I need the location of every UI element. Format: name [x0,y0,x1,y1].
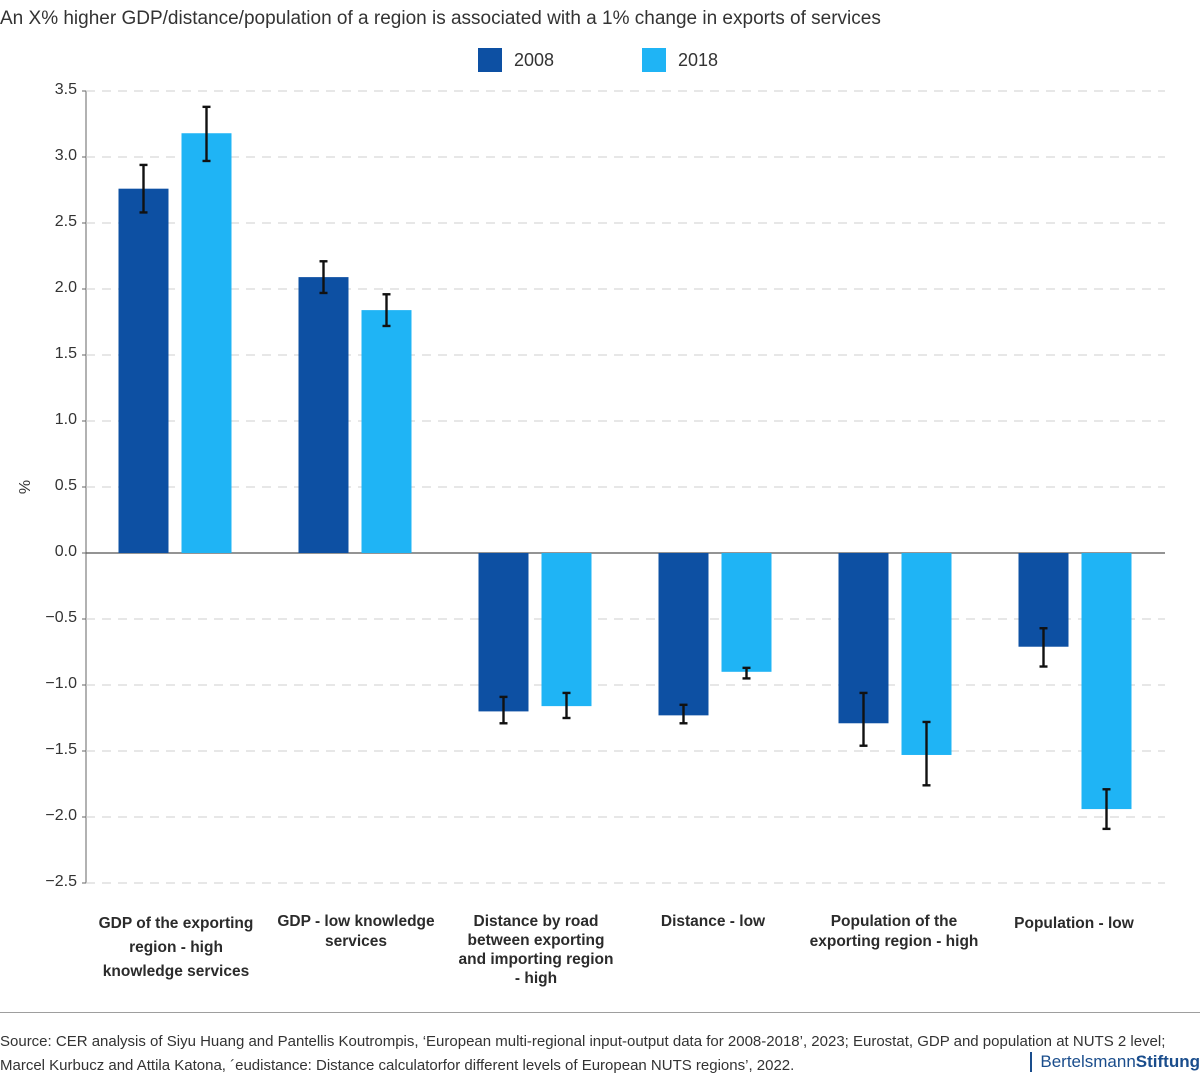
source-line-1: Source: CER analysis of Siyu Huang and P… [0,1033,1166,1050]
bar-2018-3 [721,553,772,672]
bar-2008-0 [118,188,169,553]
y-tick-label: −2.5 [45,873,77,890]
y-tick-label: −2.0 [45,807,77,824]
legend-label-2018: 2018 [678,49,719,70]
bar-2008-2 [478,553,529,712]
y-tick-label: 2.0 [55,279,77,296]
legend-swatch-2018 [642,48,666,72]
category-label-distance-low: Distance - low [660,913,766,930]
y-tick-label: 3.5 [55,81,77,98]
brand-bold: Stiftung [1135,1052,1200,1071]
source-line-2: Marcel Kurbucz and Attila Katona, ´eudis… [0,1057,795,1074]
y-tick-label: −1.5 [45,741,77,758]
legend-item-2018: 2018 [642,46,718,74]
footer-divider [0,1012,1200,1013]
category-label-gdp-high: GDP of the exporting region - high knowl… [98,915,254,980]
brand-regular: Bertelsmann [1040,1052,1136,1071]
y-tick-label: 3.0 [55,147,77,164]
category-label-population-low: Population - low [1014,915,1134,932]
category-label-gdp-low: GDP - low knowledge services [277,913,435,950]
chart-plot: 3.5 3.0 2.5 2.0 1.5 1.0 0.5 0.0 −0.5 −1.0 −1.5 −2.0… [17,81,1165,890]
bar-2018-1 [361,310,412,553]
bar-2018-2 [541,553,592,707]
source-note: Source: CER analysis of Siyu Huang and P… [0,1030,1200,1078]
y-tick-label: 1.5 [55,345,77,362]
legend-swatch-2008 [478,48,502,72]
y-axis-label: % [17,480,34,494]
bar-2008-1 [298,277,349,553]
y-tick-label: 0.5 [55,477,77,494]
bar-2018-0 [181,133,232,554]
chart-title: An X% higher GDP/distance/population of … [0,8,881,29]
legend-item-2008: 2008 [478,46,554,74]
legend-label-2008: 2008 [514,49,555,70]
category-label-distance-high: Distance by road between exporting and i… [458,913,614,987]
brand-logo: BertelsmannStiftung [1030,1052,1200,1072]
y-tick-label: 0.0 [55,543,77,560]
y-tick-label: 1.0 [55,411,77,428]
y-tick-label: −1.0 [45,675,77,692]
y-tick-label: 2.5 [55,213,77,230]
y-tick-label: −0.5 [45,609,77,626]
category-label-population-high: Population of the exporting region - hig… [809,913,979,950]
bar-2018-5 [1081,553,1132,810]
bar-2008-3 [658,553,709,716]
